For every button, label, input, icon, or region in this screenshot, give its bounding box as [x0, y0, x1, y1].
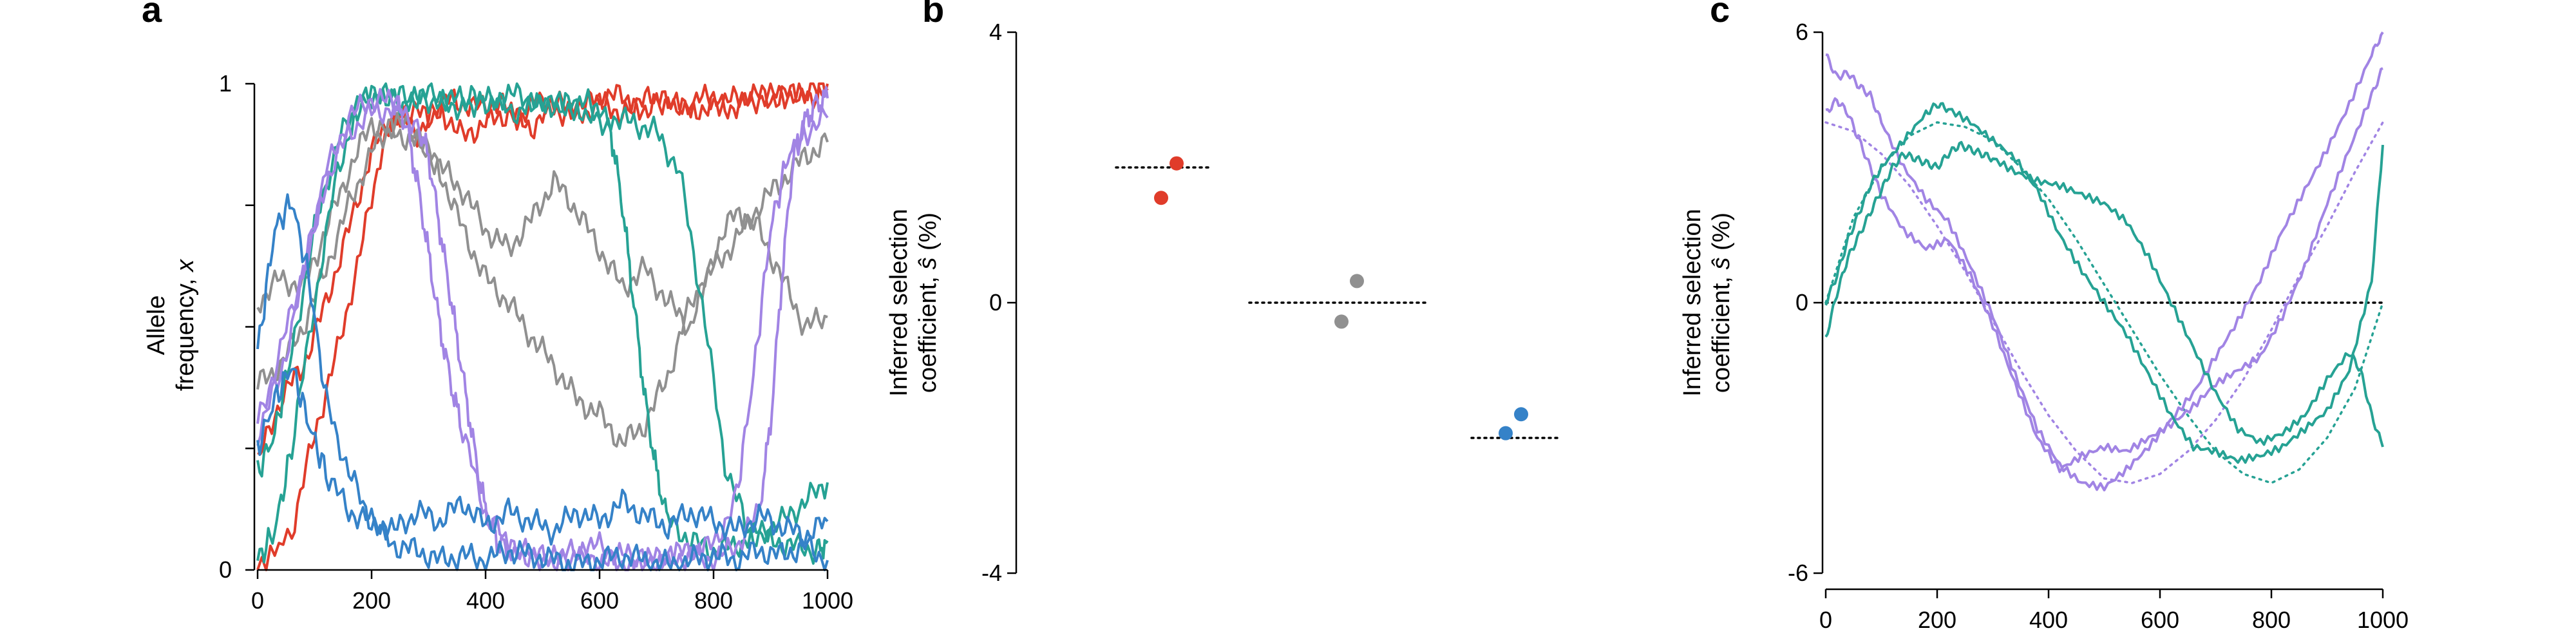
panel-c-ylabel-line1: Inferred selection — [1679, 209, 1706, 397]
panel-c: c Inferred selection coefficient, ŝ (%) … — [1679, 0, 2409, 633]
panel-b-ylabel-line2-pre: coefficient, — [914, 270, 942, 393]
panel-c-ylabel-line2: coefficient, ŝ (%) — [1708, 213, 1735, 393]
panel-a-x-tick-label: 0 — [251, 587, 264, 614]
panel-c-x-tick-label: 1000 — [2357, 607, 2409, 633]
panel-c-true-curve-1 — [1824, 121, 2384, 484]
panel-c-x-tick-label: 200 — [1918, 607, 1956, 633]
panel-c-letter: c — [1710, 0, 1730, 30]
panel-b-y-tick-label: -4 — [981, 560, 1002, 586]
panel-b-point-1-1 — [1334, 314, 1349, 329]
panel-c-y-tick-label: -6 — [1788, 560, 1808, 586]
panel-c-inferred-curve-0 — [1825, 31, 2384, 491]
panel-a-y-tick-label: 0 — [219, 556, 232, 583]
panel-a-trajectory-9 — [256, 367, 829, 547]
panel-c-x-tick-label: 800 — [2252, 607, 2291, 633]
panel-b-letter: b — [922, 0, 944, 30]
panel-a-series — [256, 82, 829, 571]
panel-c-x-tick-label: 0 — [1819, 607, 1832, 633]
panel-a-ylabel-line1: Allele — [143, 296, 170, 355]
panel-a: a Allele frequency, x 0 200 400 600 800 10000… — [142, 0, 853, 614]
panel-a-x-tick-label: 200 — [352, 587, 391, 614]
panel-b-point-2-1 — [1499, 426, 1513, 440]
panel-a-letter: a — [142, 0, 162, 30]
panel-a-trajectory-3 — [256, 111, 829, 448]
panel-c-x-tick-label: 600 — [2141, 607, 2179, 633]
panel-b-ylabel-var: ŝ — [914, 258, 942, 270]
panel-c-ylabel-line2-pre: coefficient, — [1708, 270, 1735, 393]
panel-b-ylabel-line2-post: (%) — [914, 213, 942, 258]
panel-c-marks — [1824, 31, 2384, 491]
panel-b-marks — [1115, 156, 1563, 440]
panel-a-trajectory-1 — [257, 82, 829, 456]
panel-a-axes: 0 200 400 600 800 1000 0 1 — [219, 70, 853, 614]
panel-c-x-tick-label: 400 — [2029, 607, 2068, 633]
panel-a-trajectory-5 — [256, 82, 829, 565]
panel-a-trajectory-8 — [256, 193, 829, 571]
panel-a-y-tick-label: 1 — [219, 70, 232, 97]
panel-b-point-2-0 — [1514, 407, 1528, 422]
panel-c-ylabel-line2-post: (%) — [1708, 213, 1735, 258]
panel-b-axes: -4 0 4 — [981, 19, 1018, 586]
panel-b-point-0-0 — [1170, 156, 1184, 171]
panel-a-x-tick-label: 800 — [694, 587, 733, 614]
panel-c-true-curve-0 — [1824, 121, 2384, 484]
panel-b-y-tick-label: 0 — [989, 289, 1002, 316]
panel-c-inferred-curve-1 — [1825, 67, 2383, 473]
panel-a-x-tick-label: 400 — [466, 587, 505, 614]
panel-c-ylabel-var: ŝ — [1708, 258, 1735, 270]
panel-a-x-tick-label: 1000 — [802, 587, 853, 614]
panel-c-y-tick-label: 0 — [1795, 289, 1808, 316]
panel-c-y-tick-label: 6 — [1795, 19, 1808, 45]
panel-b: b Inferred selection coefficient, ŝ (%) … — [886, 0, 1563, 586]
panel-b-point-0-1 — [1154, 191, 1168, 205]
panel-b-y-tick-label: 4 — [989, 19, 1002, 45]
panel-a-ylabel-line2: frequency, x — [172, 258, 199, 391]
panel-a-ylabel-var: x — [172, 258, 199, 273]
panel-a-ylabel-line2-text: frequency, — [172, 272, 199, 391]
panel-b-ylabel-line2: coefficient, ŝ (%) — [914, 213, 942, 393]
panel-c-axes: 0 200 400 600 800 1000 -6 0 6 — [1788, 19, 2409, 633]
panel-c-inferred-curve-2 — [1824, 140, 2384, 448]
panel-b-point-1-0 — [1350, 274, 1364, 289]
panel-a-x-tick-label: 600 — [580, 587, 619, 614]
panel-b-ylabel-line1: Inferred selection — [886, 209, 913, 397]
panel-a-trajectory-2 — [256, 117, 828, 336]
panel-c-inferred-curve-3 — [1824, 102, 2384, 464]
